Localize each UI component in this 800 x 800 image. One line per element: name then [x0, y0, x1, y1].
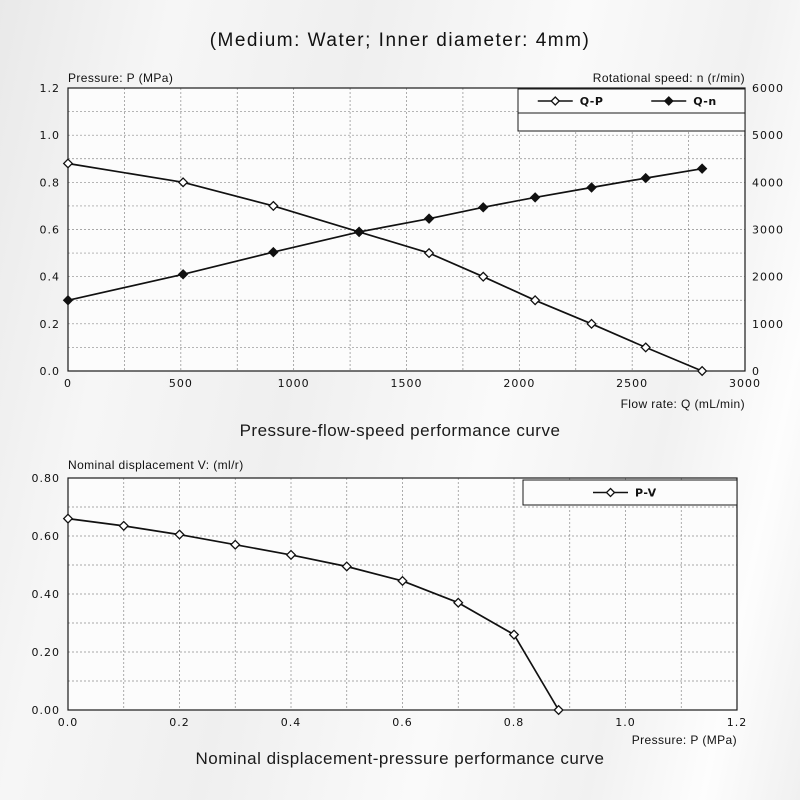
x-tick-label: 2000 [503, 377, 535, 390]
series-p-v [62, 513, 564, 716]
series-line [67, 517, 560, 711]
data-point-marker [230, 539, 241, 550]
page-title: (Medium: Water; Inner diameter: 4mm) [209, 30, 591, 51]
data-point-marker [285, 549, 297, 561]
y-right-tick-label: 2000 [752, 271, 784, 284]
y-left-tick-label: 0.8 [40, 176, 61, 189]
data-point-marker [478, 202, 489, 213]
x-tick-label: 0 [64, 377, 72, 390]
y-left-tick-label: 0.60 [32, 530, 61, 543]
tick-labels: 0.0 0.2 0.4 0.6 0.8 1.0 1.2 0.00 0.20 0.40 0.60 0.8… [32, 472, 748, 729]
data-point-marker [696, 365, 708, 377]
chart1-x-axis-title: Flow rate: Q (mL/min) [620, 397, 745, 411]
data-point-marker [423, 247, 435, 259]
data-point-marker [62, 158, 74, 169]
data-point-marker [268, 200, 279, 212]
y-left-tick-label: 0.00 [32, 704, 61, 717]
x-tick-label: 3000 [729, 377, 761, 390]
series-line [67, 167, 703, 302]
series-line [67, 162, 703, 372]
tick-labels: 0 500 1000 1500 2000 2500 3000 0.0 0.2 0.4 0.6 0.8 1… [40, 82, 784, 390]
data-point-marker [508, 629, 520, 640]
data-point-marker [605, 487, 616, 498]
y-right-tick-label: 6000 [752, 82, 784, 95]
x-tick-label: 1.0 [615, 716, 636, 729]
series-group [62, 513, 564, 716]
data-point-marker [478, 271, 489, 282]
y-left-tick-label: 0.4 [40, 271, 61, 284]
y-left-tick-label: 1.2 [40, 82, 61, 95]
data-point-marker [586, 182, 597, 193]
plot-border [67, 87, 746, 372]
series-q-n [62, 163, 708, 306]
data-point-marker [177, 269, 189, 280]
x-tick-label: 2500 [616, 377, 648, 390]
legend: P-V [522, 479, 738, 506]
x-tick-label: 0.0 [58, 716, 79, 729]
data-point-marker [640, 342, 651, 353]
y-right-tick-label: 4000 [752, 176, 784, 189]
x-tick-label: 0.8 [504, 716, 525, 729]
x-tick-label: 1000 [278, 377, 310, 390]
chart2-y-axis-title: Nominal displacement V: (ml/r) [68, 458, 244, 472]
y-left-tick-label: 0.0 [40, 365, 61, 378]
y-left-tick-label: 0.2 [40, 318, 61, 331]
legend-box [517, 88, 746, 132]
data-point-marker [353, 226, 365, 238]
x-tick-label: 1500 [391, 377, 423, 390]
legend-label: Q-P [580, 95, 604, 108]
data-point-marker [529, 192, 541, 203]
chart1-title: Pressure-flow-speed performance curve [239, 421, 561, 440]
legend-label: P-V [635, 487, 657, 500]
y-left-tick-label: 0.80 [32, 472, 61, 485]
legend-box [522, 479, 738, 506]
y-right-tick-label: 5000 [752, 129, 784, 142]
data-point-marker [696, 163, 708, 174]
plot-border [67, 477, 738, 711]
chart2-x-axis-title: Pressure: P (MPa) [631, 733, 737, 747]
data-point-marker [118, 520, 129, 532]
y-left-tick-label: 0.40 [32, 588, 61, 601]
y-right-tick-label: 3000 [752, 224, 784, 237]
y-left-tick-label: 0.20 [32, 646, 61, 659]
data-point-marker [586, 318, 597, 330]
data-point-marker [268, 246, 279, 258]
legend-label: Q-n [693, 95, 716, 108]
data-point-marker [640, 172, 651, 184]
chart2-title: Nominal displacement-pressure performanc… [195, 749, 605, 768]
y-left-tick-label: 1.0 [40, 129, 61, 142]
x-tick-label: 0.6 [392, 716, 413, 729]
chart1-left-axis-title: Pressure: P (MPa) [68, 71, 174, 85]
data-point-marker [453, 597, 464, 608]
x-tick-label: 1.2 [727, 716, 748, 729]
displacement-pressure-chart: 0.0 0.2 0.4 0.6 0.8 1.0 1.2 0.00 0.20 0.40 0.60 0.8… [32, 472, 748, 729]
chart1-right-axis-title: Rotational speed: n (r/min) [592, 71, 745, 85]
data-point-marker [663, 96, 674, 106]
data-point-marker [397, 575, 408, 587]
gridlines [68, 478, 737, 710]
legend: Q-P Q-n [517, 88, 746, 132]
y-left-tick-label: 0.6 [40, 224, 61, 237]
data-point-marker [177, 177, 189, 188]
data-point-marker [62, 295, 74, 306]
y-right-tick-label: 1000 [752, 318, 784, 331]
data-point-marker [174, 529, 185, 540]
data-point-marker [553, 704, 564, 716]
data-point-marker [550, 96, 561, 106]
x-tick-label: 0.2 [169, 716, 190, 729]
data-point-marker [423, 213, 435, 224]
x-tick-label: 500 [169, 377, 193, 390]
data-point-marker [529, 295, 541, 306]
x-tick-label: 0.4 [281, 716, 302, 729]
data-point-marker [341, 561, 352, 572]
series-group [62, 158, 708, 377]
pressure-flow-speed-chart: 0 500 1000 1500 2000 2500 3000 0.0 0.2 0.4 0.6 0.8 1… [40, 82, 784, 390]
data-point-marker [62, 513, 74, 524]
y-right-tick-label: 0 [752, 365, 760, 378]
